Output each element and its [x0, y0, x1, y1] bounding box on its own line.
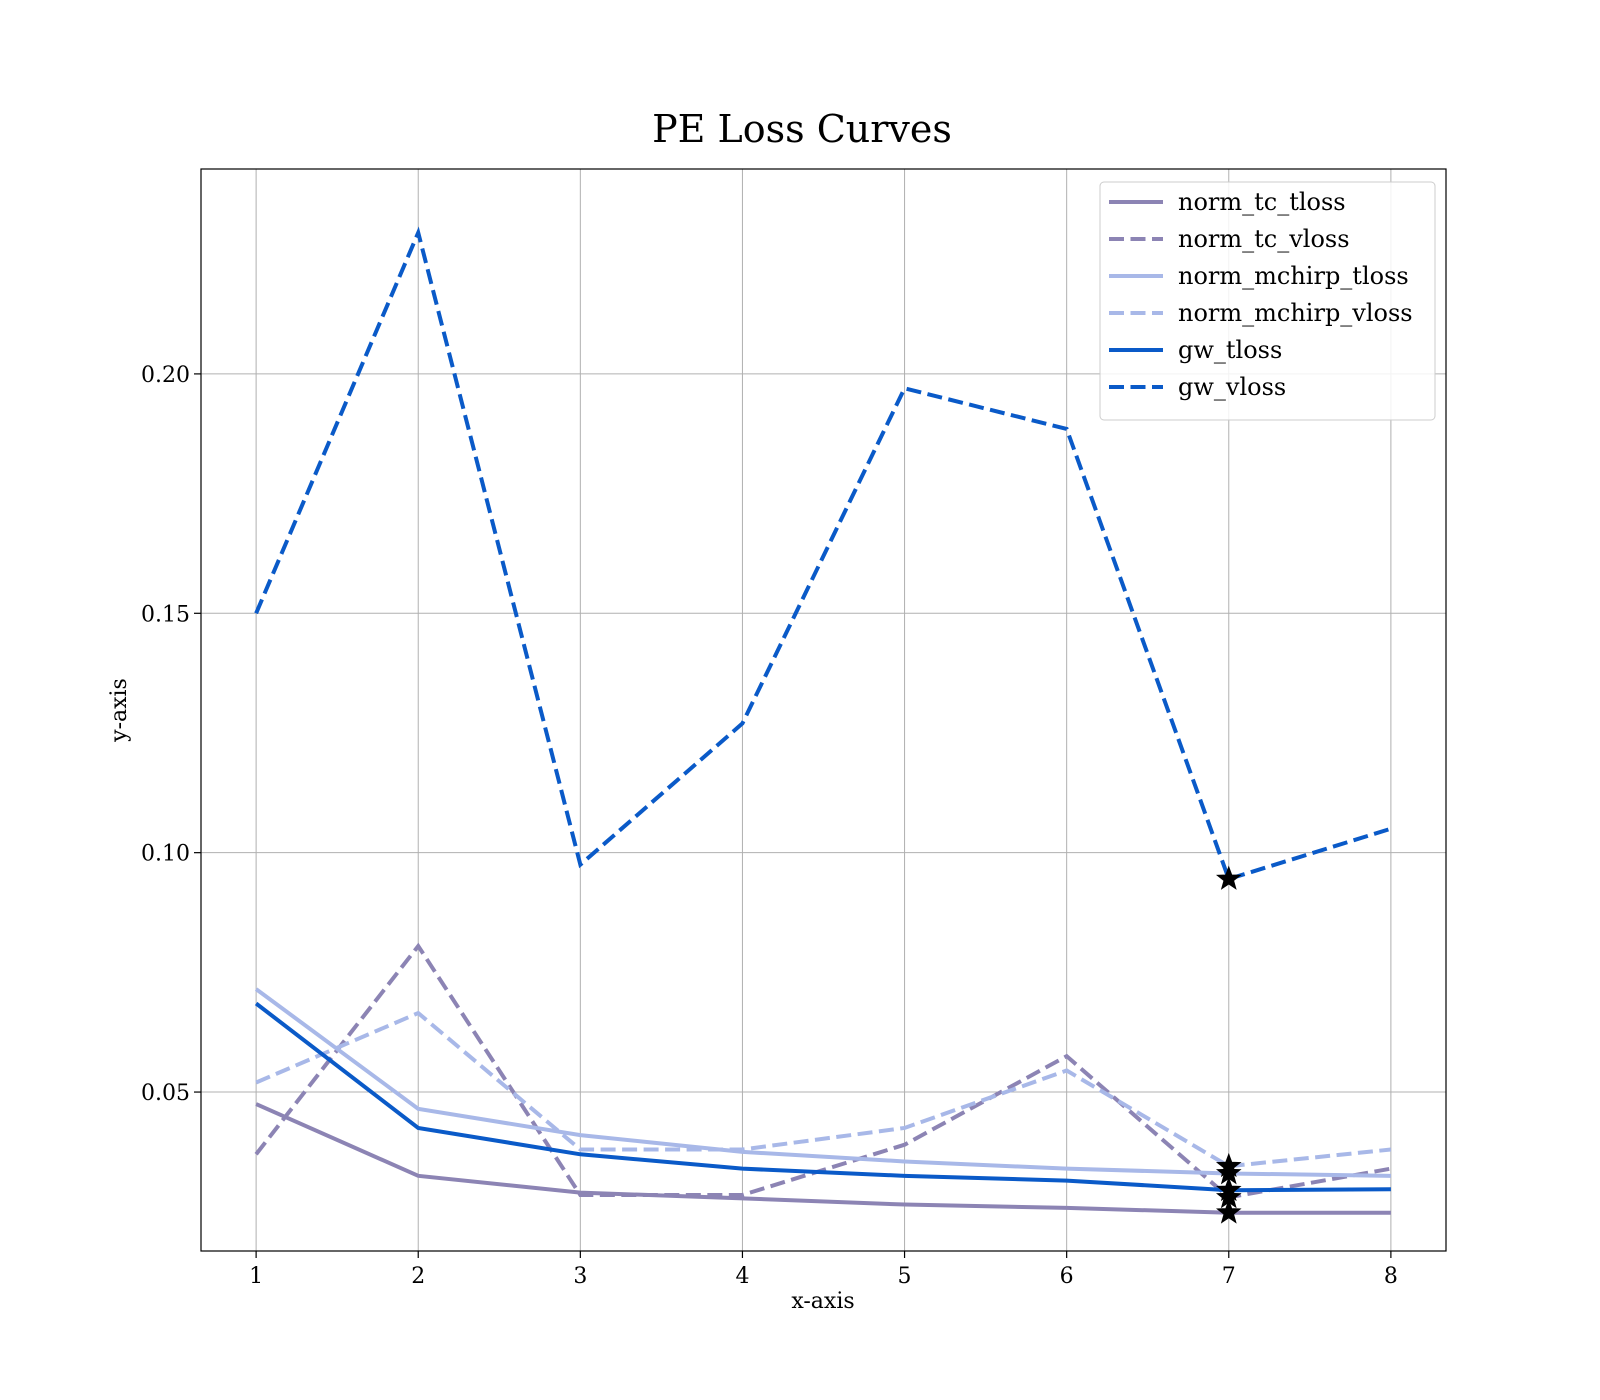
best-markers	[1215, 865, 1242, 1224]
legend: norm_tc_tloss norm_tc_vloss norm_mchirp_tl…	[1099, 181, 1436, 421]
series-line-gw-vloss	[254, 226, 1392, 882]
best-marker-gw-tloss	[1215, 1176, 1242, 1202]
series-line-norm-tc-tloss	[255, 1102, 1391, 1215]
x-tick-label: 5	[898, 1264, 912, 1289]
x-tick-label: 7	[1222, 1264, 1236, 1289]
legend-label: norm_mchirp_tloss	[1178, 262, 1409, 290]
best-marker-gw-vloss	[1215, 865, 1242, 890]
x-tick-label: 3	[573, 1264, 587, 1289]
y-tick-label: 0.05	[141, 1081, 190, 1106]
plot-frame	[200, 168, 1447, 1252]
legend-label: gw_vloss	[1178, 373, 1286, 401]
legend-label: norm_tc_vloss	[1178, 225, 1350, 253]
best-marker-norm-mchirp-vloss	[1215, 1152, 1242, 1178]
legend-label: gw_tloss	[1178, 336, 1282, 364]
legend-box	[1099, 181, 1436, 421]
best-marker-norm-tc-vloss	[1215, 1183, 1242, 1209]
chart-title: PE Loss Curves	[652, 107, 952, 151]
y-axis-label: y-axis	[107, 678, 132, 743]
x-tick-label: 4	[735, 1264, 749, 1289]
x-tick-label: 8	[1384, 1264, 1398, 1289]
x-tick-label: 1	[249, 1264, 263, 1289]
series-line-norm-mchirp-vloss	[255, 1010, 1392, 1169]
legend-label: norm_mchirp_vloss	[1178, 299, 1413, 327]
x-axis-label: x-axis	[791, 1289, 854, 1314]
series-line-gw-tloss	[254, 1001, 1391, 1193]
y-tick-label: 0.10	[141, 842, 190, 867]
y-tick-label: 0.15	[141, 602, 190, 627]
ticks: 1 2 3 4 5 6 7 8 0.05 0.10 0.15 0.20	[141, 363, 1398, 1289]
grid	[201, 169, 1446, 1251]
x-tick-label: 6	[1060, 1264, 1074, 1289]
x-tick-label: 2	[411, 1264, 425, 1289]
y-tick-label: 0.20	[141, 363, 190, 388]
best-marker-norm-tc-tloss	[1215, 1199, 1242, 1224]
series-lines	[254, 226, 1392, 1215]
legend-label: norm_tc_tloss	[1178, 188, 1346, 216]
series-line-norm-mchirp-tloss	[254, 987, 1391, 1178]
